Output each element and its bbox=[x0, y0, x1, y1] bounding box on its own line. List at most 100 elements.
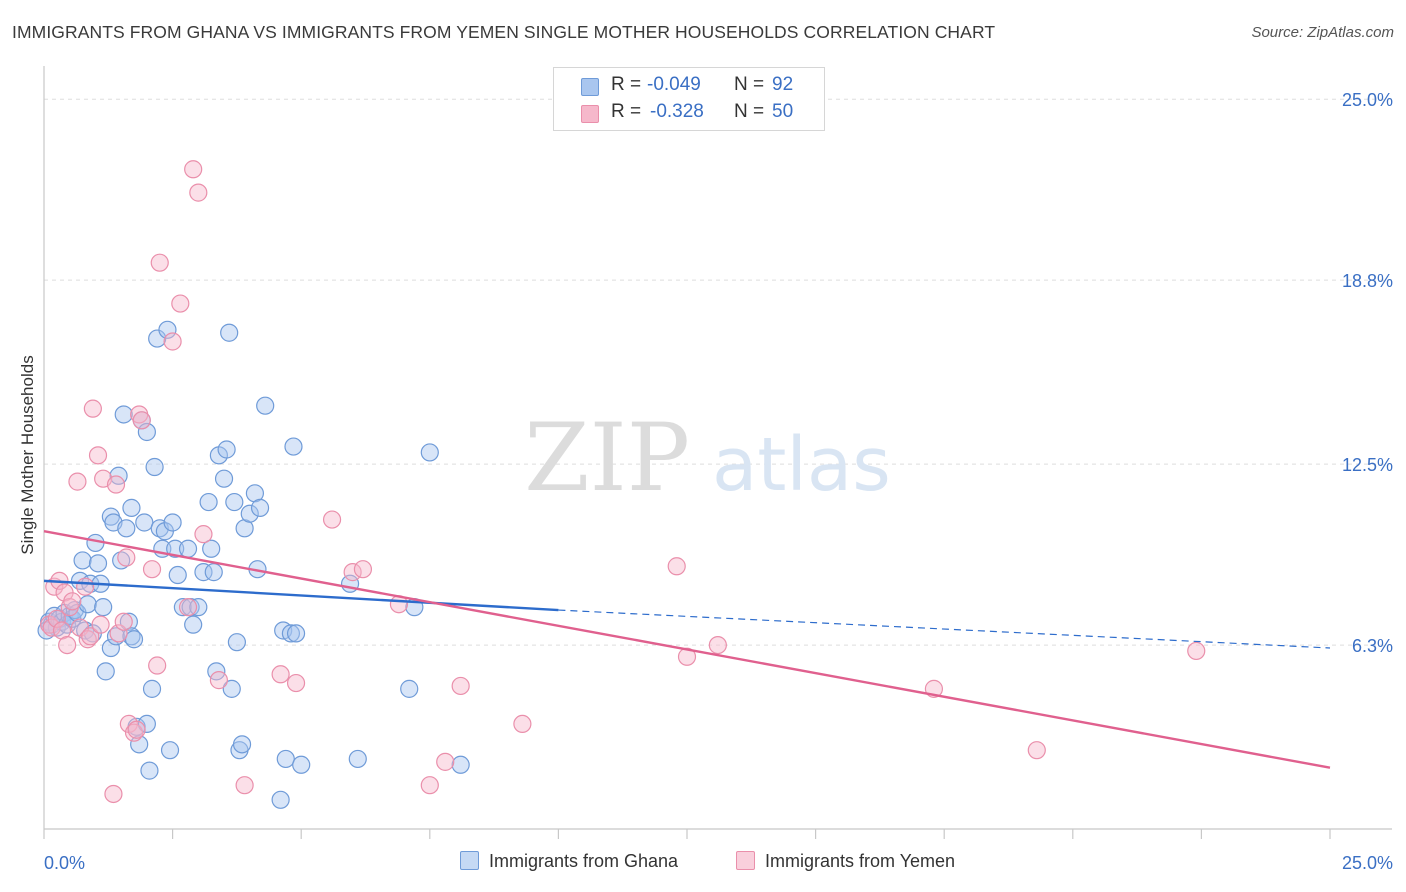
ghana-point-43 bbox=[145, 457, 164, 477]
axes bbox=[43, 66, 1392, 839]
yemen-point-47 bbox=[436, 752, 455, 771]
ghana-point-76 bbox=[250, 498, 270, 517]
ghana-swatch bbox=[581, 78, 599, 96]
stats-legend-row-ghana: R = -0.049 N = 92 bbox=[554, 74, 824, 100]
yemen-point-37 bbox=[194, 525, 213, 544]
yemen-point-50 bbox=[667, 557, 686, 576]
y-tick-label-3: 25.0% bbox=[1342, 90, 1393, 110]
ghana-point-87 bbox=[400, 679, 419, 698]
yemen-point-28 bbox=[132, 411, 151, 430]
yemen-point-17 bbox=[91, 615, 110, 634]
watermark-zip: ZIP bbox=[524, 404, 690, 513]
ghana-points bbox=[37, 320, 470, 809]
ghana-point-56 bbox=[184, 615, 203, 634]
x-tick-label-max: 25.0% bbox=[1342, 853, 1393, 873]
ghana-point-41 bbox=[140, 761, 159, 780]
yemen-point-7 bbox=[58, 635, 77, 655]
trend-lines bbox=[43, 530, 1331, 769]
yemen-point-23 bbox=[117, 548, 136, 567]
watermark-atlas: atlas bbox=[712, 422, 891, 508]
yemen-point-3 bbox=[47, 609, 66, 628]
yemen-point-9 bbox=[63, 592, 82, 611]
stats-legend: R = -0.049 N = 92 R = -0.328 N = 50 bbox=[553, 67, 825, 131]
yemen-point-13 bbox=[78, 630, 97, 649]
ghana-point-65 bbox=[217, 440, 236, 459]
yemen-point-20 bbox=[106, 475, 126, 494]
yemen-point-29 bbox=[142, 560, 162, 579]
ghana-point-67 bbox=[222, 679, 241, 698]
stats-legend-row-yemen: R = -0.328 N = 50 bbox=[554, 101, 824, 127]
ghana-point-19 bbox=[88, 554, 108, 573]
ghana-point-13 bbox=[73, 551, 92, 570]
yemen-n-value: 50 bbox=[772, 101, 794, 122]
yemen-point-26 bbox=[127, 720, 146, 739]
ghana-point-69 bbox=[227, 633, 246, 652]
yemen-point-19 bbox=[104, 784, 123, 804]
ghana-point-57 bbox=[189, 598, 208, 617]
ghana-point-15 bbox=[78, 595, 97, 614]
ghana-point-66 bbox=[220, 323, 239, 342]
ghana-point-21 bbox=[94, 598, 113, 617]
ghana-point-33 bbox=[122, 498, 141, 517]
yemen-point-25 bbox=[124, 723, 144, 742]
legend-ghana-swatch bbox=[460, 851, 479, 870]
ghana-point-52 bbox=[168, 565, 187, 585]
y-tick-label-0: 6.3% bbox=[1352, 636, 1393, 656]
yemen-r-value: -0.328 bbox=[650, 101, 704, 122]
ghana-point-42 bbox=[142, 679, 162, 698]
yemen-trend-line bbox=[43, 530, 1331, 769]
ghana-point-50 bbox=[163, 513, 182, 532]
ghana-point-80 bbox=[276, 749, 295, 769]
ghana-point-36 bbox=[130, 735, 149, 754]
yemen-point-31 bbox=[150, 253, 169, 272]
ghana-point-31 bbox=[119, 612, 138, 631]
yemen-point-44 bbox=[353, 560, 373, 579]
ghana-point-51 bbox=[166, 539, 185, 558]
yemen-point-32 bbox=[163, 332, 182, 351]
ghana-point-48 bbox=[158, 320, 177, 339]
ghana-point-77 bbox=[256, 396, 275, 415]
yemen-point-34 bbox=[178, 598, 198, 617]
ghana-point-29 bbox=[114, 405, 133, 424]
grid-lines bbox=[44, 98, 1392, 646]
zipatlas-watermark: ZIP atlas bbox=[524, 404, 891, 513]
ghana-point-34 bbox=[124, 630, 144, 649]
yemen-point-10 bbox=[68, 472, 87, 491]
ghana-point-26 bbox=[106, 627, 126, 646]
ghana-point-39 bbox=[137, 422, 156, 442]
yemen-point-43 bbox=[343, 563, 362, 582]
source-label: Source: ZipAtlas.com bbox=[1251, 24, 1394, 41]
yemen-n-label: N = bbox=[734, 101, 765, 122]
yemen-point-16 bbox=[88, 446, 108, 465]
yemen-point-33 bbox=[171, 294, 190, 313]
yemen-point-30 bbox=[148, 656, 167, 675]
yemen-point-22 bbox=[114, 612, 133, 631]
ghana-point-64 bbox=[214, 469, 234, 488]
ghana-point-30 bbox=[117, 519, 136, 538]
ghana-trend-line-extrapolated bbox=[558, 609, 1331, 649]
yemen-point-41 bbox=[286, 673, 306, 693]
ghana-point-59 bbox=[199, 492, 218, 512]
yemen-point-38 bbox=[209, 671, 228, 690]
yemen-point-21 bbox=[109, 624, 128, 643]
yemen-r-label: R = bbox=[611, 101, 642, 122]
ghana-point-28 bbox=[112, 551, 131, 570]
ghana-n-value: 92 bbox=[772, 74, 794, 95]
ghana-point-78 bbox=[271, 790, 290, 809]
ghana-point-86 bbox=[348, 749, 367, 769]
tick-labels: 6.3% 12.5% 18.8% 25.0% 0.0% 25.0% bbox=[44, 90, 1393, 873]
yemen-point-54 bbox=[1027, 741, 1046, 760]
ghana-point-40 bbox=[137, 714, 156, 734]
ghana-point-22 bbox=[96, 662, 115, 681]
ghana-point-24 bbox=[101, 638, 120, 658]
ghana-point-89 bbox=[420, 443, 439, 462]
yemen-point-39 bbox=[235, 776, 254, 795]
yemen-point-55 bbox=[1187, 641, 1206, 661]
ghana-point-68 bbox=[225, 492, 244, 512]
ghana-point-54 bbox=[178, 539, 198, 558]
ghana-r-label: R = bbox=[611, 74, 642, 95]
legend-yemen-label: Immigrants from Yemen bbox=[765, 851, 956, 871]
ghana-n-label: N = bbox=[734, 74, 765, 95]
ghana-point-38 bbox=[135, 513, 154, 532]
